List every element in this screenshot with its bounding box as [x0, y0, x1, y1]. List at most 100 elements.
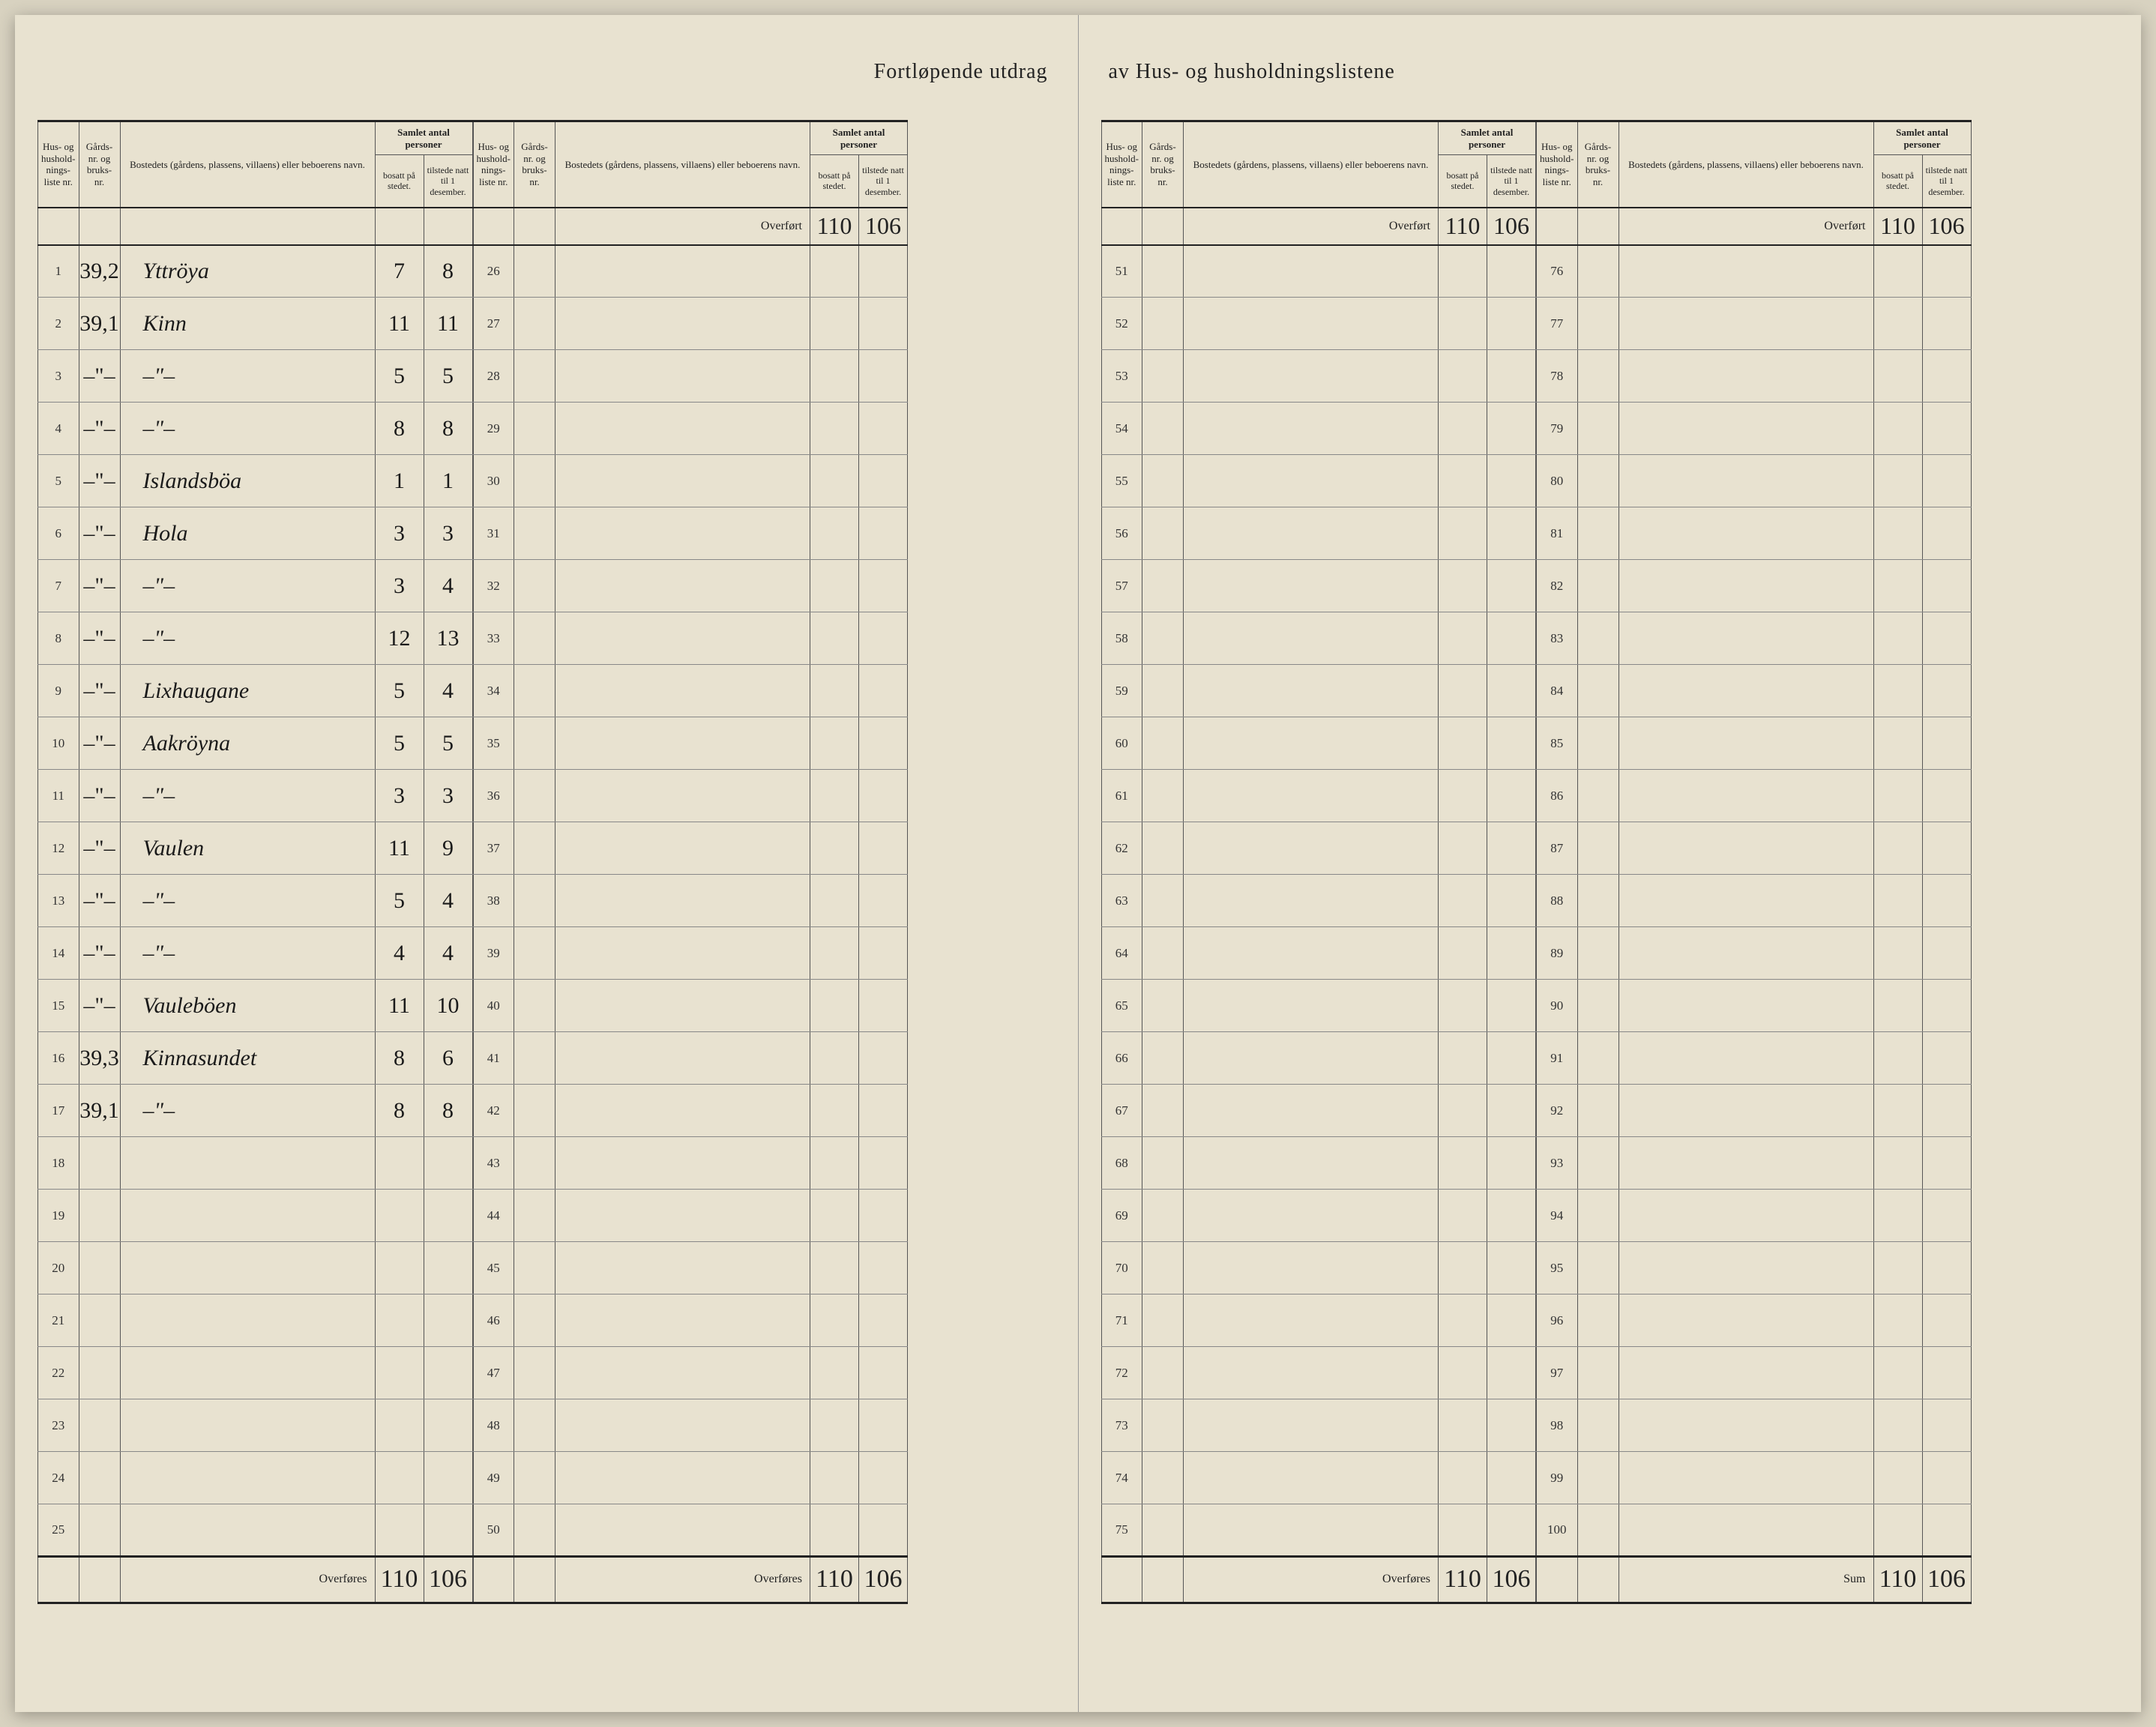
table-row: 80	[1537, 455, 1972, 507]
cell-bosatt	[1439, 980, 1487, 1032]
table-row: 47	[473, 1347, 908, 1399]
row-number: 100	[1537, 1504, 1578, 1557]
cell-gard	[1577, 245, 1618, 298]
cell-bosatt	[1873, 822, 1922, 875]
cell-tilstede	[1487, 717, 1536, 770]
table-row: 7–"––"–34	[38, 560, 473, 612]
table-row: 95	[1537, 1242, 1972, 1295]
cell-bosted	[1184, 455, 1439, 507]
col-header-bosatt: bosatt på stedet.	[1873, 155, 1922, 208]
cell-bosatt	[1439, 770, 1487, 822]
overfort-bosatt: 110	[1439, 208, 1487, 245]
row-number: 42	[473, 1085, 514, 1137]
cell-bosted	[1184, 927, 1439, 980]
cell-gard	[514, 560, 555, 612]
cell-bosted	[555, 822, 810, 875]
row-number: 61	[1101, 770, 1142, 822]
table-row: 33	[473, 612, 908, 665]
ledger-block: Hus- og hushold-nings-liste nr.Gårds-nr.…	[1536, 120, 1972, 1604]
cell-gard: –"–	[79, 612, 120, 665]
row-number: 92	[1537, 1085, 1578, 1137]
col-header-bosted: Bostedets (gårdens, plassens, villaens) …	[120, 122, 375, 208]
cell-bosted	[120, 1504, 375, 1557]
table-row: 15–"–Vauleböen1110	[38, 980, 473, 1032]
row-number: 89	[1537, 927, 1578, 980]
row-number: 76	[1537, 245, 1578, 298]
table-row: 49	[473, 1452, 908, 1504]
cell-tilstede: 4	[424, 560, 472, 612]
cell-bosted	[1618, 1295, 1873, 1347]
cell-bosatt	[1439, 875, 1487, 927]
row-number: 10	[38, 717, 79, 770]
row-number: 85	[1537, 717, 1578, 770]
row-number: 4	[38, 403, 79, 455]
cell-tilstede: 4	[424, 927, 472, 980]
cell-bosted	[555, 507, 810, 560]
cell-tilstede	[424, 1399, 472, 1452]
cell-gard	[1142, 350, 1184, 403]
cell-gard	[514, 455, 555, 507]
row-number: 94	[1537, 1190, 1578, 1242]
table-row: 1739,1–"–88	[38, 1085, 473, 1137]
col-header-gard: Gårds-nr. og bruks-nr.	[1577, 122, 1618, 208]
cell-bosted	[555, 1137, 810, 1190]
cell-bosatt	[810, 1032, 859, 1085]
cell-bosted: Hola	[120, 507, 375, 560]
cell-bosatt: 4	[375, 927, 424, 980]
cell-gard	[1142, 770, 1184, 822]
table-row: 55	[1101, 455, 1536, 507]
cell-bosatt	[810, 403, 859, 455]
table-row: 71	[1101, 1295, 1536, 1347]
cell-gard: –"–	[79, 455, 120, 507]
cell-bosted	[555, 612, 810, 665]
row-number: 31	[473, 507, 514, 560]
cell-bosted	[1618, 298, 1873, 350]
cell-tilstede	[1487, 1032, 1536, 1085]
cell-gard	[514, 980, 555, 1032]
table-row: 69	[1101, 1190, 1536, 1242]
cell-bosatt	[1873, 1452, 1922, 1504]
cell-bosted	[1184, 245, 1439, 298]
cell-tilstede: 1	[424, 455, 472, 507]
col-header-gard: Gårds-nr. og bruks-nr.	[79, 122, 120, 208]
cell-tilstede	[1922, 403, 1971, 455]
cell-tilstede	[1487, 980, 1536, 1032]
table-row: 36	[473, 770, 908, 822]
cell-bosted	[1184, 875, 1439, 927]
row-number: 33	[473, 612, 514, 665]
footer-bosatt: 110	[1439, 1557, 1487, 1602]
cell-gard	[1577, 1452, 1618, 1504]
row-number: 95	[1537, 1242, 1578, 1295]
row-number: 5	[38, 455, 79, 507]
cell-tilstede: 8	[424, 403, 472, 455]
cell-gard	[1577, 822, 1618, 875]
cell-bosatt	[810, 717, 859, 770]
table-row: 48	[473, 1399, 908, 1452]
table-row: 25	[38, 1504, 473, 1557]
cell-bosted	[555, 665, 810, 717]
cell-bosatt: 8	[375, 1085, 424, 1137]
footer-row: Overføres110106	[1101, 1557, 1536, 1602]
cell-gard	[1577, 560, 1618, 612]
cell-bosted	[1184, 403, 1439, 455]
row-number: 12	[38, 822, 79, 875]
cell-gard	[514, 1190, 555, 1242]
cell-bosatt	[1873, 1085, 1922, 1137]
cell-tilstede	[1487, 1137, 1536, 1190]
cell-bosted: –"–	[120, 770, 375, 822]
row-number: 9	[38, 665, 79, 717]
cell-tilstede	[1922, 822, 1971, 875]
cell-bosatt	[375, 1347, 424, 1399]
cell-bosatt	[1873, 507, 1922, 560]
left-page: Fortløpende utdrag Hus- og hushold-nings…	[15, 15, 1079, 1712]
cell-bosatt	[1873, 980, 1922, 1032]
cell-tilstede	[859, 927, 908, 980]
cell-bosted	[1618, 455, 1873, 507]
row-number: 62	[1101, 822, 1142, 875]
cell-bosatt	[375, 1452, 424, 1504]
row-number: 81	[1537, 507, 1578, 560]
cell-bosatt	[1873, 1295, 1922, 1347]
cell-bosted	[1184, 1242, 1439, 1295]
table-row: 12–"–Vaulen119	[38, 822, 473, 875]
cell-gard	[514, 403, 555, 455]
